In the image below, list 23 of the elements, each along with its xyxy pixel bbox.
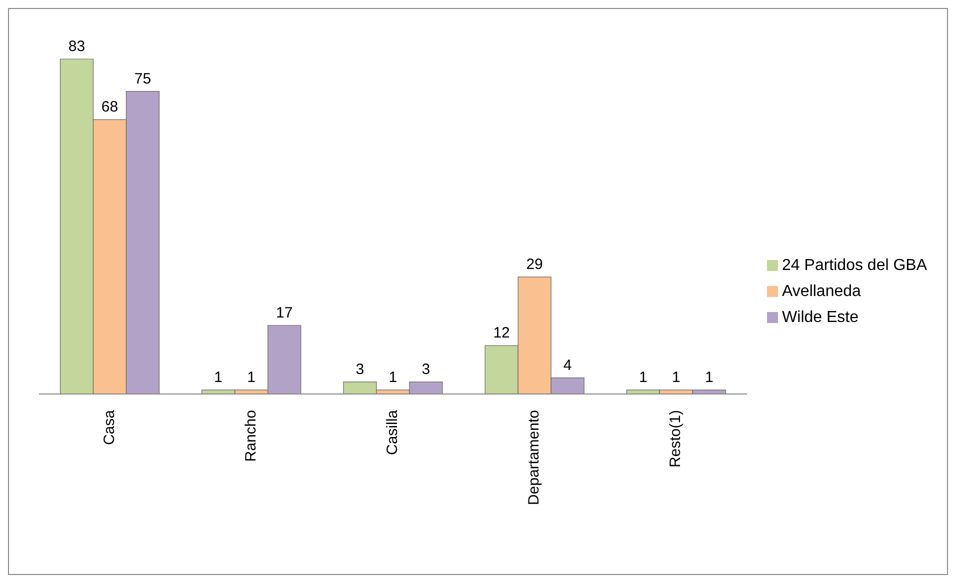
x-tick-label: Departamento [526, 410, 543, 506]
data-label: 3 [356, 360, 364, 378]
x-tick-label: Resto(1) [667, 410, 684, 468]
data-label: 1 [247, 368, 256, 386]
data-label: 1 [638, 368, 648, 386]
data-label: 1 [672, 368, 680, 386]
legend-label: Avellaneda [782, 282, 861, 300]
data-label: 3 [422, 360, 430, 378]
x-tick-label: Rancho [242, 410, 260, 462]
data-label: 29 [526, 256, 543, 273]
data-label: 12 [493, 324, 510, 342]
x-tick-label: Casa [100, 409, 118, 446]
data-label: 1 [214, 368, 223, 386]
data-label: 4 [563, 356, 572, 374]
data-label: 1 [388, 368, 398, 386]
data-label: 17 [276, 304, 293, 322]
data-label: 83 [68, 38, 86, 55]
legend-label: Wilde Este [782, 308, 858, 326]
data-label: 75 [134, 70, 152, 88]
legend-label: 24 Partidos del GBA [782, 256, 927, 274]
data-label: 68 [101, 98, 118, 116]
data-label: 1 [704, 368, 714, 386]
x-tick-label: Casilla [384, 409, 401, 456]
